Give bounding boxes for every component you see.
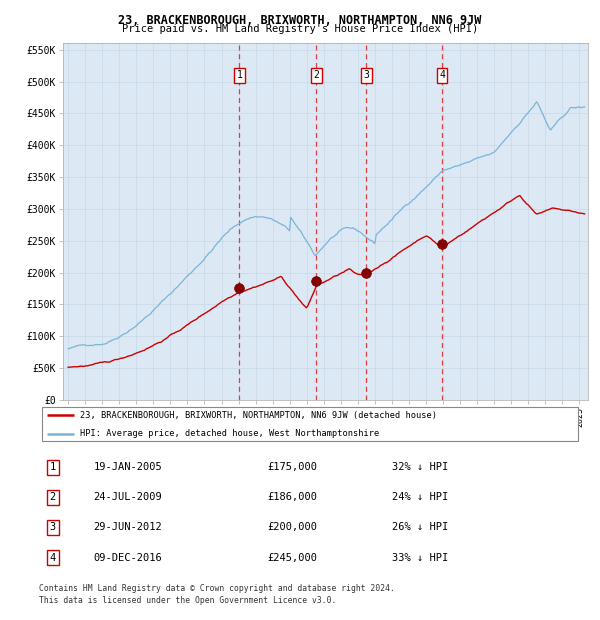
Text: 19-JAN-2005: 19-JAN-2005 (94, 463, 162, 472)
Text: 1: 1 (236, 70, 242, 80)
Text: 1: 1 (49, 463, 56, 472)
Text: £186,000: £186,000 (267, 492, 317, 502)
Text: 24-JUL-2009: 24-JUL-2009 (94, 492, 162, 502)
Text: 4: 4 (439, 70, 445, 80)
Text: HPI: Average price, detached house, West Northamptonshire: HPI: Average price, detached house, West… (80, 429, 379, 438)
Text: Contains HM Land Registry data © Crown copyright and database right 2024.
This d: Contains HM Land Registry data © Crown c… (39, 584, 395, 605)
Text: 29-JUN-2012: 29-JUN-2012 (94, 523, 162, 533)
Text: £200,000: £200,000 (267, 523, 317, 533)
Text: 4: 4 (49, 552, 56, 562)
Text: 2: 2 (313, 70, 319, 80)
Text: 23, BRACKENBOROUGH, BRIXWORTH, NORTHAMPTON, NN6 9JW: 23, BRACKENBOROUGH, BRIXWORTH, NORTHAMPT… (118, 14, 482, 27)
Text: 3: 3 (364, 70, 369, 80)
Text: 09-DEC-2016: 09-DEC-2016 (94, 552, 162, 562)
Text: 23, BRACKENBOROUGH, BRIXWORTH, NORTHAMPTON, NN6 9JW (detached house): 23, BRACKENBOROUGH, BRIXWORTH, NORTHAMPT… (80, 410, 437, 420)
FancyBboxPatch shape (42, 407, 578, 441)
Text: 33% ↓ HPI: 33% ↓ HPI (392, 552, 448, 562)
Text: 2: 2 (49, 492, 56, 502)
Text: 26% ↓ HPI: 26% ↓ HPI (392, 523, 448, 533)
Text: 32% ↓ HPI: 32% ↓ HPI (392, 463, 448, 472)
Text: 24% ↓ HPI: 24% ↓ HPI (392, 492, 448, 502)
Text: Price paid vs. HM Land Registry's House Price Index (HPI): Price paid vs. HM Land Registry's House … (122, 24, 478, 34)
Text: £175,000: £175,000 (267, 463, 317, 472)
Text: £245,000: £245,000 (267, 552, 317, 562)
Text: 3: 3 (49, 523, 56, 533)
